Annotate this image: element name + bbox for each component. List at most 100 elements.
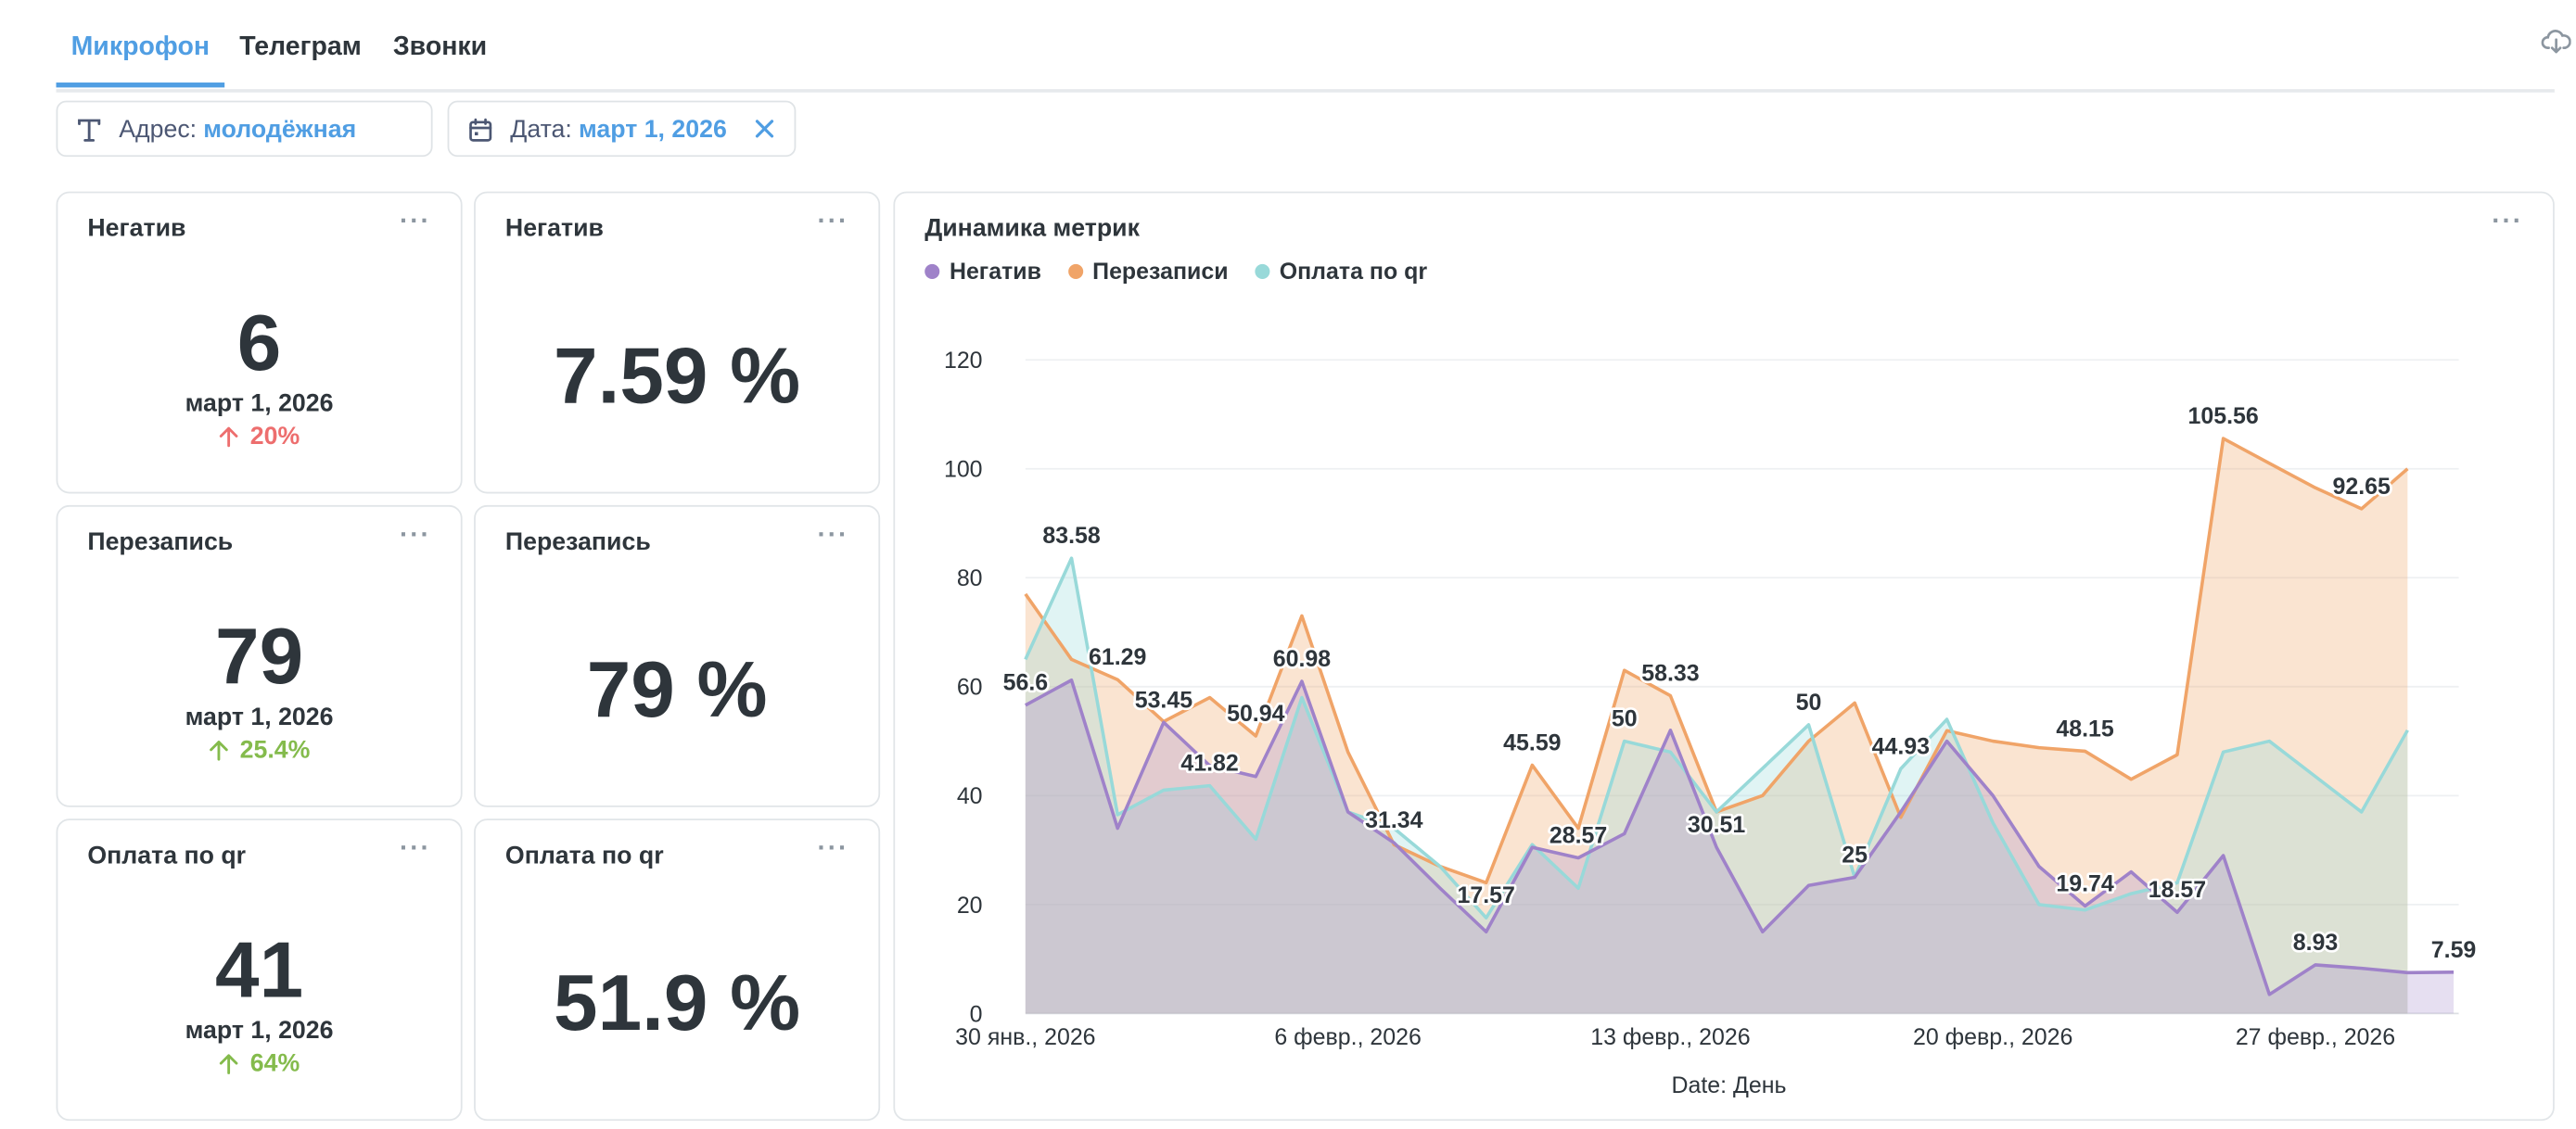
x-tick-label: 13 февр., 2026 (1590, 1024, 1750, 1050)
metric-percent: 51.9 % (554, 960, 801, 1048)
area-chart: 0 20 40 60 80 100 120 30 янв., 2026 6 февр., 202… (944, 348, 2479, 1098)
data-label: 41.82 (1180, 751, 1238, 777)
address-filter-label: Адрес: (119, 114, 198, 144)
data-label: 19.74 (2056, 870, 2114, 896)
data-label: 61.29 (1089, 644, 1146, 670)
legend-label: Перезаписи (1092, 257, 1229, 285)
metric-delta-value: 25.4% (239, 736, 311, 765)
date-filter-value: март 1, 2026 (578, 114, 727, 144)
card-title: Перезапись (504, 527, 651, 557)
card-rewrite-count: Перезапись ··· 79 март 1, 2026 25.4% (56, 504, 463, 807)
address-filter[interactable]: Адрес: молодёжная (56, 100, 433, 158)
data-label: 7.59 (2431, 937, 2477, 963)
metric-delta: 64% (57, 1050, 461, 1078)
legend-dot (1067, 263, 1083, 279)
arrow-up-icon (210, 741, 229, 761)
more-horizontal-icon[interactable]: ··· (399, 521, 431, 550)
data-label: 45.59 (1503, 729, 1561, 755)
data-label: 28.57 (1549, 822, 1607, 848)
data-label: 83.58 (1042, 523, 1101, 549)
card-title: Негатив (504, 214, 604, 243)
y-tick-label: 60 (957, 675, 983, 701)
metric-value: 6 (236, 300, 282, 388)
metric-date: март 1, 2026 (185, 703, 334, 731)
y-tick-label: 40 (957, 783, 983, 809)
data-label: 53.45 (1135, 687, 1193, 713)
arrow-up-icon (220, 1054, 239, 1074)
data-label: 30.51 (1688, 812, 1746, 838)
data-label: 56.6 (1003, 670, 1049, 696)
card-title: Оплата по qr (504, 842, 664, 870)
more-horizontal-icon[interactable]: ··· (399, 835, 431, 864)
tab-telegram[interactable]: Телеграм (239, 32, 362, 61)
data-label: 50 (1612, 706, 1638, 732)
tab-microphone[interactable]: Микрофон (70, 32, 210, 61)
data-label: 31.34 (1365, 807, 1423, 833)
more-horizontal-icon[interactable]: ··· (2492, 208, 2524, 236)
metric-date: март 1, 2026 (185, 1016, 334, 1046)
y-tick-label: 0 (970, 1001, 983, 1027)
x-tick-label: 6 февр., 2026 (1274, 1024, 1421, 1050)
more-horizontal-icon[interactable]: ··· (399, 208, 431, 236)
tab-calls[interactable]: Звонки (392, 32, 488, 61)
y-tick-label: 20 (957, 893, 983, 919)
y-tick-label: 80 (957, 565, 983, 591)
date-filter[interactable]: Дата: март 1, 2026 (447, 100, 797, 158)
series-line-2 (1024, 556, 2409, 920)
data-label: 105.56 (2188, 403, 2259, 429)
tab-bar (56, 0, 2555, 93)
data-label: 17.57 (1458, 882, 1515, 908)
arrow-up-icon (220, 426, 239, 448)
metric-value: 79 (215, 614, 304, 702)
data-label: 44.93 (1872, 733, 1930, 759)
text-type-icon (78, 119, 101, 142)
legend-dot (925, 263, 940, 279)
area-1 (1025, 438, 2408, 1014)
card-negative-percent: Негатив ··· 7.59 % (474, 191, 881, 494)
data-label: 18.57 (2149, 877, 2206, 903)
metric-delta: 25.4% (57, 736, 461, 764)
close-icon[interactable] (751, 116, 777, 142)
y-tick-label: 100 (944, 457, 983, 483)
address-filter-value: молодёжная (203, 114, 357, 144)
data-label: 25 (1842, 842, 1868, 868)
x-tick-label: 20 февр., 2026 (1913, 1024, 2072, 1050)
chart-card-metric-dynamics: Динамика метрик ··· Негатив Перезаписи О… (893, 191, 2555, 1122)
area-2 (1025, 558, 2408, 1014)
data-label: 48.15 (2056, 716, 2114, 742)
x-tick-label: 30 янв., 2026 (955, 1024, 1095, 1050)
metric-percent: 7.59 % (554, 333, 801, 422)
legend-item-negative[interactable]: Негатив (925, 258, 1041, 284)
area-0 (1025, 679, 2455, 1014)
card-negative-count: Негатив ··· 6 март 1, 2026 20% (56, 191, 463, 494)
metric-value: 41 (215, 927, 304, 1016)
legend-dot (1255, 263, 1270, 279)
card-qr-percent: Оплата по qr ··· 51.9 % (474, 818, 881, 1122)
chart-title: Динамика метрик (925, 214, 1140, 243)
series-line-0 (1025, 678, 2455, 996)
card-title: Оплата по qr (87, 842, 247, 870)
metric-percent: 79 % (586, 647, 768, 735)
metric-delta: 20% (57, 423, 461, 450)
data-label: 58.33 (1641, 661, 1699, 687)
more-horizontal-icon[interactable]: ··· (817, 521, 849, 550)
data-label: 8.93 (2293, 930, 2339, 956)
card-title: Перезапись (87, 527, 234, 557)
more-horizontal-icon[interactable]: ··· (817, 208, 849, 236)
metric-date: март 1, 2026 (185, 389, 334, 418)
legend-label: Оплата по qr (1279, 257, 1428, 285)
data-label: 60.98 (1273, 646, 1332, 672)
data-label: 92.65 (2332, 474, 2391, 500)
cloud-download-icon[interactable] (2541, 28, 2571, 54)
more-horizontal-icon[interactable]: ··· (817, 835, 849, 864)
x-tick-label: 27 февр., 2026 (2236, 1024, 2395, 1050)
active-tab-indicator (56, 82, 225, 88)
calendar-icon (469, 118, 492, 142)
metric-delta-value: 20% (249, 422, 300, 451)
date-filter-label: Дата: (510, 114, 572, 144)
x-axis-label: Date: День (1671, 1072, 1786, 1098)
chart-legend: Негатив Перезаписи Оплата по qr (925, 258, 1427, 284)
legend-item-rewrite[interactable]: Перезаписи (1067, 257, 1229, 285)
card-qr-count: Оплата по qr ··· 41 март 1, 2026 64% (56, 818, 463, 1122)
legend-item-qr[interactable]: Оплата по qr (1255, 258, 1427, 284)
